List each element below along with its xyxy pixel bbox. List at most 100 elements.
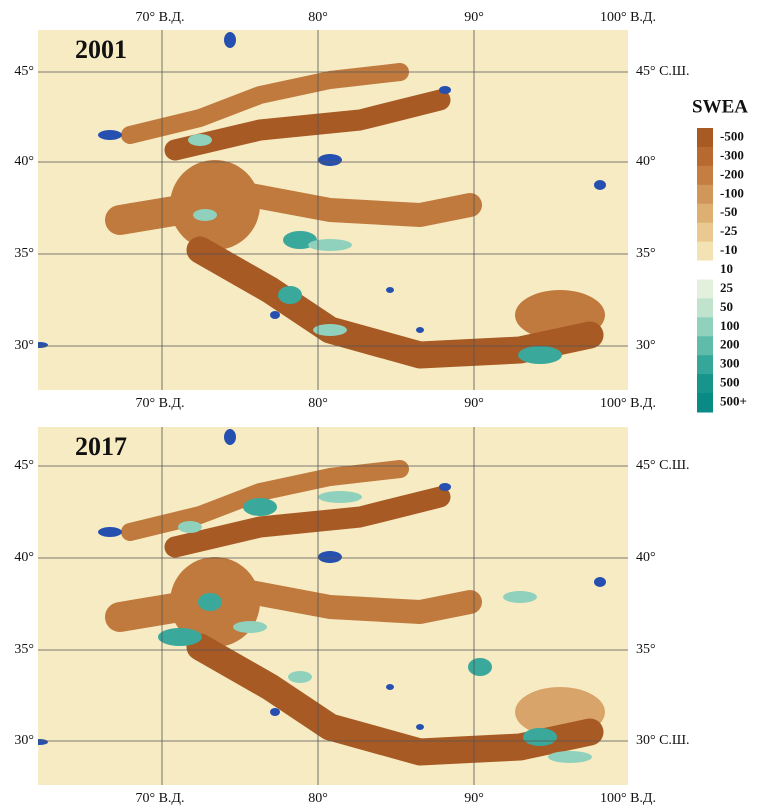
lat-label: 30° <box>14 733 34 748</box>
lon-label: 90° <box>464 10 484 25</box>
lat-label: 30° <box>14 338 34 353</box>
legend-swatch <box>697 184 713 205</box>
terrain-spot <box>313 324 347 336</box>
terrain-spot <box>523 728 557 746</box>
legend-label: -50 <box>720 204 737 219</box>
legend-label: 25 <box>720 280 734 295</box>
terrain-spot <box>318 491 362 503</box>
lat-label: 40° <box>14 154 34 169</box>
legend-label: -100 <box>720 185 744 200</box>
terrain-spot <box>518 346 562 364</box>
legend-label: 10 <box>720 261 733 276</box>
lat-label: 40° <box>636 550 656 565</box>
lake <box>386 287 394 293</box>
terrain-spot <box>278 286 302 304</box>
lat-label: 35° <box>14 246 34 261</box>
lake <box>270 311 280 319</box>
lat-label: 35° <box>636 246 656 261</box>
legend-label: 100 <box>720 318 740 333</box>
legend-swatch <box>697 336 713 356</box>
legend-swatch <box>697 260 713 280</box>
terrain-spot <box>548 751 592 763</box>
legend-swatch <box>697 298 713 318</box>
terrain-spot <box>308 239 352 251</box>
terrain <box>38 429 606 766</box>
map <box>38 30 628 390</box>
terrain-region <box>121 63 409 144</box>
lat-label: 35° <box>14 642 34 657</box>
lat-label: 45° <box>14 64 34 79</box>
legend-swatch <box>697 317 713 337</box>
terrain-spot <box>503 591 537 603</box>
lon-label: 100° В.Д. <box>600 396 656 411</box>
legend-label: 500 <box>720 375 740 390</box>
lake <box>386 684 394 690</box>
legend-swatch <box>697 146 713 167</box>
lat-label: 35° <box>636 642 656 657</box>
lake <box>439 86 451 94</box>
terrain-spot <box>158 628 202 646</box>
legend-title: SWEA <box>692 96 748 117</box>
terrain-region <box>164 89 451 161</box>
terrain-region <box>238 183 482 227</box>
legend-swatch <box>697 279 713 299</box>
lake <box>98 130 122 140</box>
legend-label: 300 <box>720 356 740 371</box>
lon-label: 90° <box>464 396 484 411</box>
lake <box>224 32 236 48</box>
lat-label: 40° <box>14 550 34 565</box>
legend-label: -200 <box>720 166 744 181</box>
terrain-region <box>105 175 245 235</box>
lon-label: 90° <box>464 791 484 806</box>
terrain-region <box>121 460 409 541</box>
legend-label: -25 <box>720 223 738 238</box>
legend-swatch <box>697 165 713 186</box>
legend-swatch <box>697 393 713 413</box>
lake <box>98 527 122 537</box>
lake <box>439 483 451 491</box>
lat-label: 45° <box>14 458 34 473</box>
terrain-spot <box>233 621 267 633</box>
lake <box>38 739 48 745</box>
lon-label: 80° <box>308 791 328 806</box>
legend-swatch <box>697 355 713 375</box>
legend-swatch <box>697 222 713 243</box>
lake <box>318 154 342 166</box>
lat-label: 45° С.Ш. <box>636 458 690 473</box>
legend-label: 50 <box>720 299 733 314</box>
terrain-spot <box>198 593 222 611</box>
lon-label: 100° В.Д. <box>600 10 656 25</box>
map <box>38 427 628 785</box>
lake <box>594 577 606 587</box>
legend-label: -300 <box>720 147 744 162</box>
lake <box>416 724 424 730</box>
terrain-spot <box>468 658 492 676</box>
legend-swatch <box>697 374 713 394</box>
terrain <box>38 32 606 369</box>
year-label: 2001 <box>75 35 127 64</box>
lat-label: 40° <box>636 154 656 169</box>
terrain-region <box>238 580 482 624</box>
lat-label: 30° <box>636 338 656 353</box>
lon-label: 80° <box>308 10 328 25</box>
terrain-spot <box>193 209 217 221</box>
lake <box>318 551 342 563</box>
terrain-spot <box>188 134 212 146</box>
lon-label: 70° В.Д. <box>136 396 185 411</box>
legend-swatch <box>697 203 713 224</box>
terrain-spot <box>243 498 277 516</box>
lake <box>224 429 236 445</box>
legend-label: 200 <box>720 337 740 352</box>
terrain-region <box>164 486 451 558</box>
lon-label: 70° В.Д. <box>136 10 185 25</box>
legend-label: -10 <box>720 242 737 257</box>
terrain-spot <box>178 521 202 533</box>
legend-swatch <box>697 241 713 262</box>
terrain-spot <box>288 671 312 683</box>
year-label: 2017 <box>75 432 127 461</box>
lon-label: 80° <box>308 396 328 411</box>
lon-label: 100° В.Д. <box>600 791 656 806</box>
legend-label: 500+ <box>720 394 747 409</box>
lake <box>270 708 280 716</box>
